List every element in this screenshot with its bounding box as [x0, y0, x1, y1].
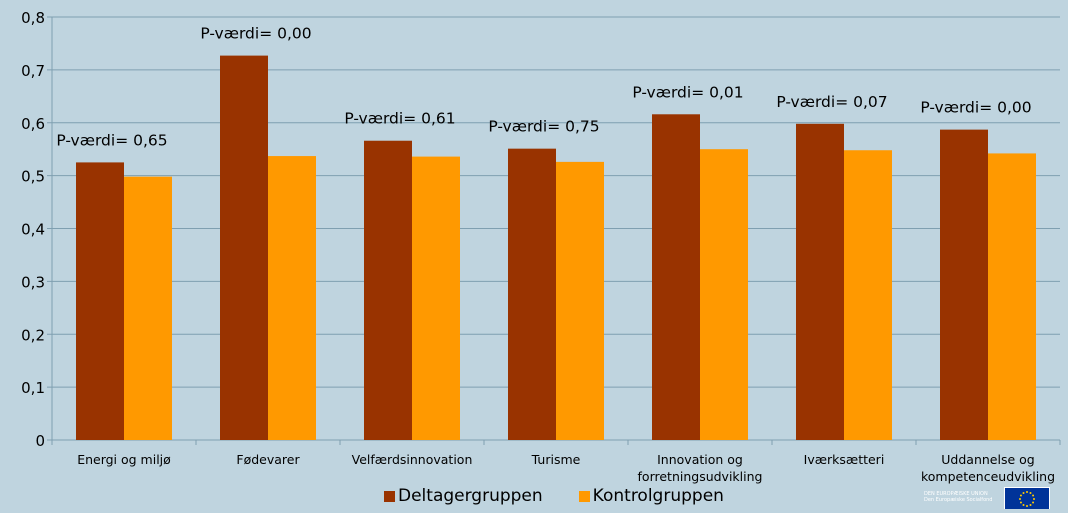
- eu-flag-field: [1005, 488, 1049, 509]
- p-value-annotation: P-værdi= 0,65: [56, 131, 167, 149]
- legend-swatch-kontrolgruppen: [578, 490, 590, 502]
- chart-legend: Deltagergruppen Kontrolgruppen: [384, 486, 760, 506]
- bars: [76, 55, 1036, 441]
- eu-logo-text: DEN EUROPÆISKE UNION Den Europæiske Soci…: [924, 491, 1004, 503]
- p-value-annotation: P-værdi= 0,00: [200, 25, 311, 43]
- x-tick-label: Energi og miljø: [77, 452, 171, 467]
- labels: 0 0,1 0,2 0,3 0,4 0,5 0,6 0,7 0,8 Energi og miljø…: [21, 9, 1055, 484]
- x-tick-label: Turisme: [531, 452, 581, 467]
- eu-flag-star: [1033, 498, 1035, 500]
- p-value-annotation: P-værdi= 0,01: [632, 83, 743, 101]
- eu-flag-star: [1032, 494, 1035, 497]
- y-tick-label: 0,8: [21, 9, 45, 27]
- p-value-annotation: P-værdi= 0,07: [776, 93, 887, 111]
- eu-flag-star: [1019, 494, 1022, 497]
- bar-kontrolgruppen-3: [556, 161, 604, 440]
- bar-kontrolgruppen-1: [268, 156, 316, 440]
- legend-swatch-deltagergruppen: [384, 490, 395, 502]
- bar-kontrolgruppen-6: [988, 153, 1036, 441]
- bar-deltagergruppen-0: [76, 162, 124, 440]
- y-tick-label: 0,3: [21, 273, 45, 291]
- eu-flag-star: [1026, 505, 1028, 507]
- y-tick-label: 0,7: [21, 62, 45, 80]
- legend-item-deltagergruppen: Deltagergruppen: [384, 486, 543, 506]
- eu-flag-star: [1019, 501, 1022, 504]
- eu-flag-star: [1019, 498, 1021, 500]
- legend-label-deltagergruppen: Deltagergruppen: [398, 486, 543, 506]
- y-tick-label: 0: [35, 432, 45, 450]
- bar-deltagergruppen-1: [220, 55, 268, 440]
- eu-flag-star: [1029, 491, 1032, 494]
- bar-deltagergruppen-5: [796, 123, 844, 441]
- p-value-annotation: P-værdi= 0,00: [920, 99, 1031, 117]
- bar-deltagergruppen-2: [364, 140, 412, 441]
- y-tick-label: 0,6: [21, 115, 45, 133]
- p-value-annotation: P-værdi= 0,75: [488, 118, 599, 136]
- bar-kontrolgruppen-2: [412, 156, 460, 440]
- x-tick-label: Iværksætteri: [804, 452, 885, 467]
- bar-deltagergruppen-3: [508, 148, 556, 440]
- y-tick-label: 0,5: [21, 168, 45, 186]
- eu-flag-star: [1022, 504, 1025, 507]
- y-tick-label: 0,1: [21, 379, 45, 397]
- eu-flag-star: [1032, 501, 1035, 504]
- bar-deltagergruppen-4: [652, 114, 700, 440]
- x-tick-label: forretningsudvikling: [638, 469, 763, 484]
- bar-kontrolgruppen-0: [124, 176, 172, 440]
- legend-label-kontrolgruppen: Kontrolgruppen: [592, 486, 724, 506]
- eu-flag-star: [1026, 491, 1028, 493]
- eu-flag-logo: [1004, 487, 1050, 509]
- eu-flag-star: [1029, 504, 1032, 507]
- x-tick-label: Fødevarer: [236, 452, 300, 467]
- y-tick-label: 0,4: [21, 221, 45, 239]
- p-value-annotation: P-værdi= 0,61: [344, 110, 455, 128]
- x-tick-label: Innovation og: [657, 452, 743, 467]
- eu-logo-line-2: Den Europæiske Socialfond: [924, 497, 993, 503]
- x-tick-label: kompetenceudvikling: [921, 469, 1055, 484]
- eu-logo-line-1: DEN EUROPÆISKE UNION: [924, 491, 988, 497]
- y-tick-label: 0,2: [21, 326, 45, 344]
- bar-kontrolgruppen-5: [844, 150, 892, 440]
- legend-item-kontrolgruppen: Kontrolgruppen: [578, 486, 724, 506]
- bar-kontrolgruppen-4: [700, 149, 748, 440]
- x-tick-label: Uddannelse og: [941, 452, 1034, 467]
- eu-flag-star: [1022, 491, 1025, 494]
- x-tick-label: Velfærdsinnovation: [352, 452, 473, 467]
- bar-deltagergruppen-6: [940, 129, 988, 440]
